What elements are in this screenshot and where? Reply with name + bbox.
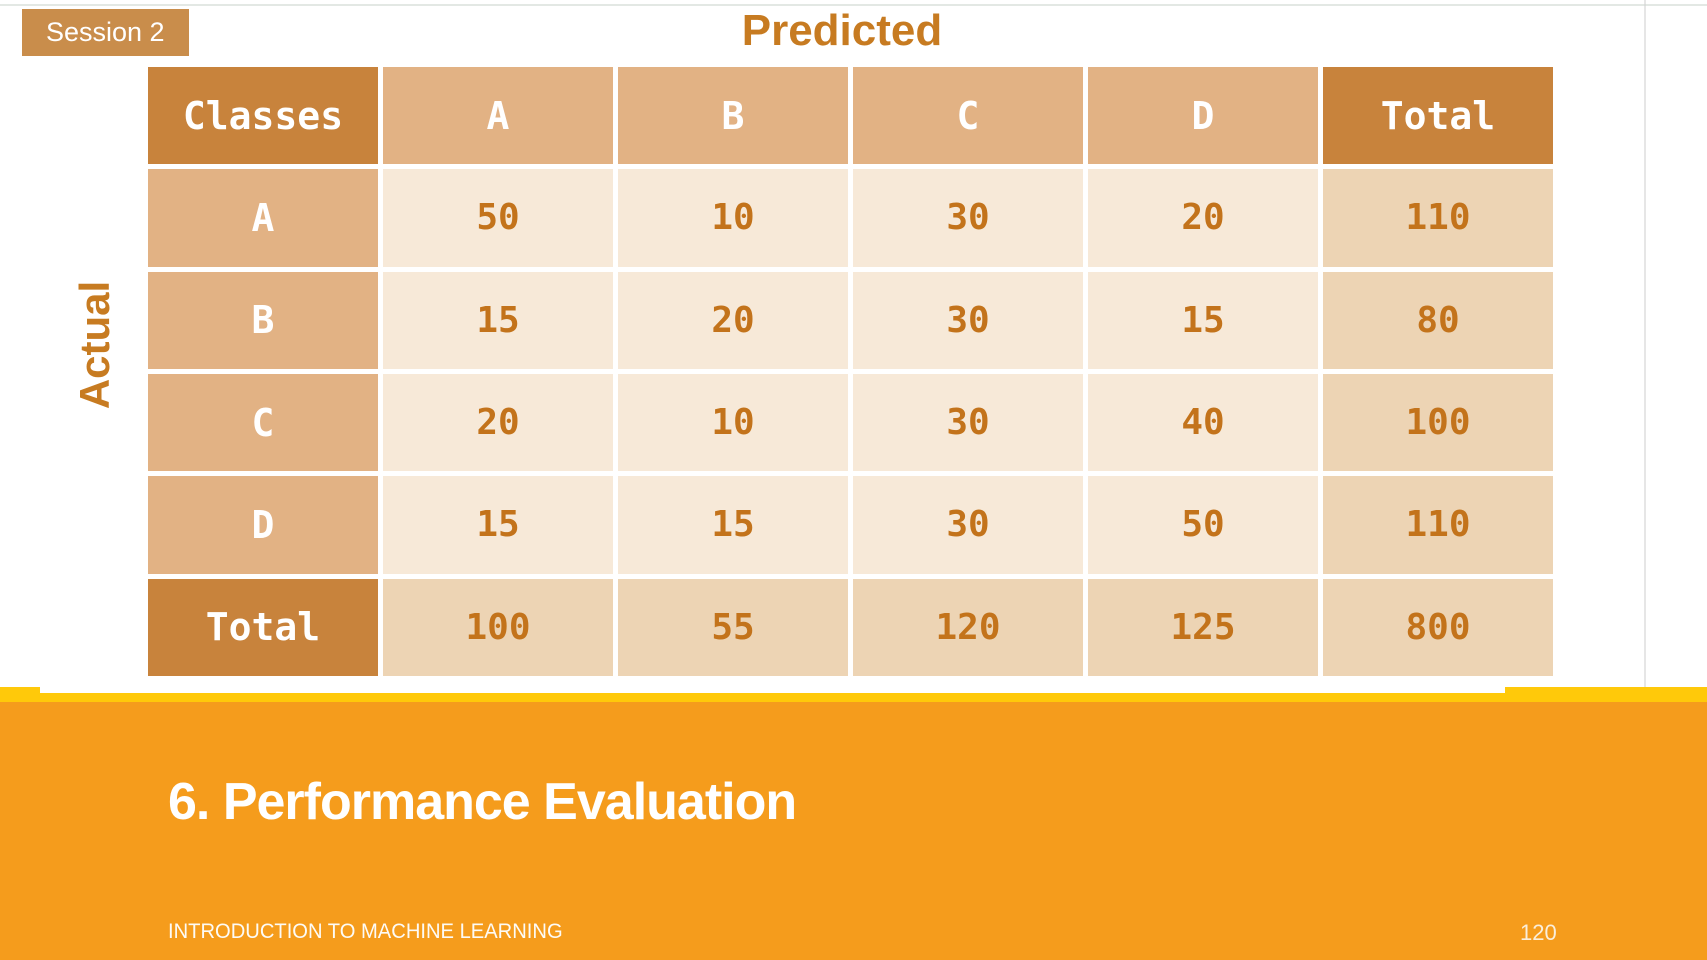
data-cell: 15 bbox=[1088, 271, 1318, 369]
confusion-matrix-table: Classes A B C D Total A 50 10 30 20 110 … bbox=[148, 67, 1553, 676]
table-header-cell: Total bbox=[1323, 67, 1553, 165]
row-total-cell: 80 bbox=[1323, 271, 1553, 369]
data-cell: 30 bbox=[853, 374, 1083, 472]
data-cell: 15 bbox=[618, 476, 848, 574]
column-total-cell: 55 bbox=[618, 578, 848, 676]
column-total-cell: 125 bbox=[1088, 578, 1318, 676]
row-header-cell: C bbox=[148, 374, 378, 472]
totals-header-cell: Total bbox=[148, 578, 378, 676]
actual-axis-title: Actual bbox=[71, 280, 118, 410]
data-cell: 15 bbox=[383, 271, 613, 369]
predicted-axis-title: Predicted bbox=[741, 6, 943, 55]
session-badge-label: Session 2 bbox=[46, 17, 165, 47]
row-total-cell: 100 bbox=[1323, 374, 1553, 472]
footer-band: 6. Performance Evaluation INTRODUCTION T… bbox=[0, 702, 1707, 960]
data-cell: 40 bbox=[1088, 374, 1318, 472]
data-cell: 30 bbox=[853, 476, 1083, 574]
data-cell: 10 bbox=[618, 374, 848, 472]
course-name: INTRODUCTION TO MACHINE LEARNING bbox=[168, 920, 563, 943]
row-total-cell: 110 bbox=[1323, 476, 1553, 574]
table-header-cell: B bbox=[618, 67, 848, 165]
row-header-cell: B bbox=[148, 271, 378, 369]
table-header-cell: D bbox=[1088, 67, 1318, 165]
column-total-cell: 100 bbox=[383, 578, 613, 676]
row-header-cell: D bbox=[148, 476, 378, 574]
grand-total-cell: 800 bbox=[1323, 578, 1553, 676]
slide-top-edge bbox=[0, 4, 1707, 6]
row-header-cell: A bbox=[148, 169, 378, 267]
gold-divider-overlay bbox=[40, 687, 1505, 693]
data-cell: 30 bbox=[853, 169, 1083, 267]
data-cell: 15 bbox=[383, 476, 613, 574]
row-total-cell: 110 bbox=[1323, 169, 1553, 267]
table-header-cell: Classes bbox=[148, 67, 378, 165]
section-title: 6. Performance Evaluation bbox=[168, 773, 797, 831]
table-header-cell: A bbox=[383, 67, 613, 165]
data-cell: 10 bbox=[618, 169, 848, 267]
page-number: 120 bbox=[1520, 920, 1557, 945]
data-cell: 30 bbox=[853, 271, 1083, 369]
session-badge: Session 2 bbox=[22, 9, 189, 56]
slide-right-edge bbox=[1644, 0, 1646, 687]
data-cell: 50 bbox=[1088, 476, 1318, 574]
data-cell: 20 bbox=[1088, 169, 1318, 267]
column-total-cell: 120 bbox=[853, 578, 1083, 676]
table-header-cell: C bbox=[853, 67, 1083, 165]
data-cell: 20 bbox=[383, 374, 613, 472]
data-cell: 20 bbox=[618, 271, 848, 369]
data-cell: 50 bbox=[383, 169, 613, 267]
